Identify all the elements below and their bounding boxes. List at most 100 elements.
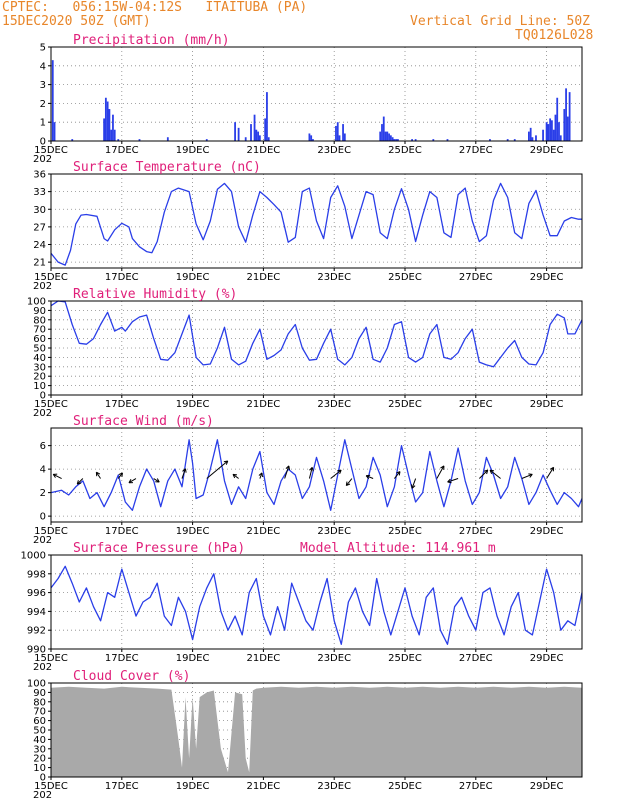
wind-arrow-head [411,484,416,489]
x-tick-label: 21DEC [247,272,281,283]
y-tick-label: 50 [33,344,46,355]
wind-arrow-head [483,469,489,475]
precip-bar [397,139,399,141]
x-tick-label: 27DEC [459,781,493,792]
x-tick-label: 17DEC [105,653,139,664]
x-tick-label: 21DEC [247,653,281,664]
series-line [50,300,583,368]
precip-bar [244,137,247,141]
x-tick-label: 15DEC [34,272,68,283]
precip-bar [542,129,544,141]
x-tick-label: 15DEC [34,526,68,537]
precip-bar [234,122,236,141]
x-tick-label: 15DEC [34,145,68,156]
precip-bar [446,139,449,141]
panel-frame [50,427,583,523]
x-tick-label: 25DEC [388,526,422,537]
wind-arrow [206,460,229,479]
precip-bar [414,139,417,141]
y-tick-label: 70 [33,707,46,718]
wind-arrow [436,465,445,479]
y-tick-label: 60 [33,716,46,727]
precip-bar [113,129,116,141]
precip-bar [264,118,267,141]
x-tick-label: 17DEC [105,145,139,156]
x-tick-label: 23DEC [317,781,351,792]
wind-arrow [181,468,186,479]
precip-bar [568,92,571,141]
x-tick-label: 29DEC [530,781,564,792]
y-tick-label: 24 [33,240,46,251]
wind-arrow [330,469,342,479]
precip-bar [51,60,54,141]
x-tick-label: 17DEC [105,526,139,537]
precip-bar [391,137,394,141]
x-tick-label: 23DEC [317,526,351,537]
precip-bar [104,97,107,141]
y-tick-label: 80 [33,315,46,326]
precip-bar [386,131,389,141]
x-tick-label: 29DEC [530,526,564,537]
precip-bar [382,116,385,141]
x-tick-label: 21DEC [247,781,281,792]
y-tick-label: 4 [40,61,46,72]
precip-bar [117,139,120,141]
wind-arrow [117,472,123,479]
y-tick-label: 1 [40,118,46,129]
precip-bar [53,122,56,141]
x-tick-label: 15DEC [34,653,68,664]
precip-bar [103,118,105,141]
y-tick-label: 30 [33,744,46,755]
x-year-label: 202 [33,281,52,292]
wind-arrow-head [285,465,291,470]
wind-arrow-head [155,478,160,483]
precip-bar [237,127,240,141]
y-tick-label: 0 [40,512,46,523]
y-tick-label: 90 [33,688,46,699]
x-tick-label: 19DEC [176,272,210,283]
wind-arrow-head [489,469,495,475]
series-line [50,565,583,645]
wind-arrow-head [182,468,187,473]
x-tick-label: 25DEC [388,399,422,410]
wind-arrow [153,478,160,483]
x-tick-label: 21DEC [247,526,281,537]
panel-title: Surface Temperature (nC) [73,160,261,175]
precip-bar [106,101,109,141]
x-year-label: 202 [33,535,52,546]
x-tick-label: 17DEC [105,781,139,792]
precip-bar [547,124,550,141]
precip-bar [266,92,268,141]
precip-bar [71,139,74,141]
precip-bar [108,109,111,141]
precip-bar [338,135,341,141]
x-tick-label: 19DEC [176,145,210,156]
wind-arrow-head [528,473,533,478]
precip-bar [336,122,339,141]
y-tick-label: 30 [33,362,46,373]
precip-bar [549,118,552,141]
precip-bar [552,129,555,141]
y-tick-label: 990 [27,645,46,656]
wind-arrow [284,465,290,479]
precip-bar [253,114,256,141]
wind-arrow-head [447,478,452,484]
y-tick-label: 5 [40,43,46,54]
y-tick-label: 40 [33,353,46,364]
y-tick-label: 30 [33,205,46,216]
precip-bar [205,139,208,141]
x-tick-label: 27DEC [459,526,493,537]
wind-arrow-head [232,473,238,479]
wind-arrow [232,473,239,479]
precip-bar [335,125,337,141]
wind-arrow [478,469,489,479]
y-tick-label: 80 [33,697,46,708]
precip-bar [432,139,435,141]
panel-title: Cloud Cover (%) [73,669,190,684]
panel-title: Precipitation (mm/h) [73,33,230,48]
precip-bar [166,137,169,141]
header-date: 15DEC2020 50Z (GMT) [2,14,151,29]
wind-arrow-head [337,469,342,475]
wind-arrow-head [365,474,371,480]
y-tick-label: 996 [27,588,46,599]
